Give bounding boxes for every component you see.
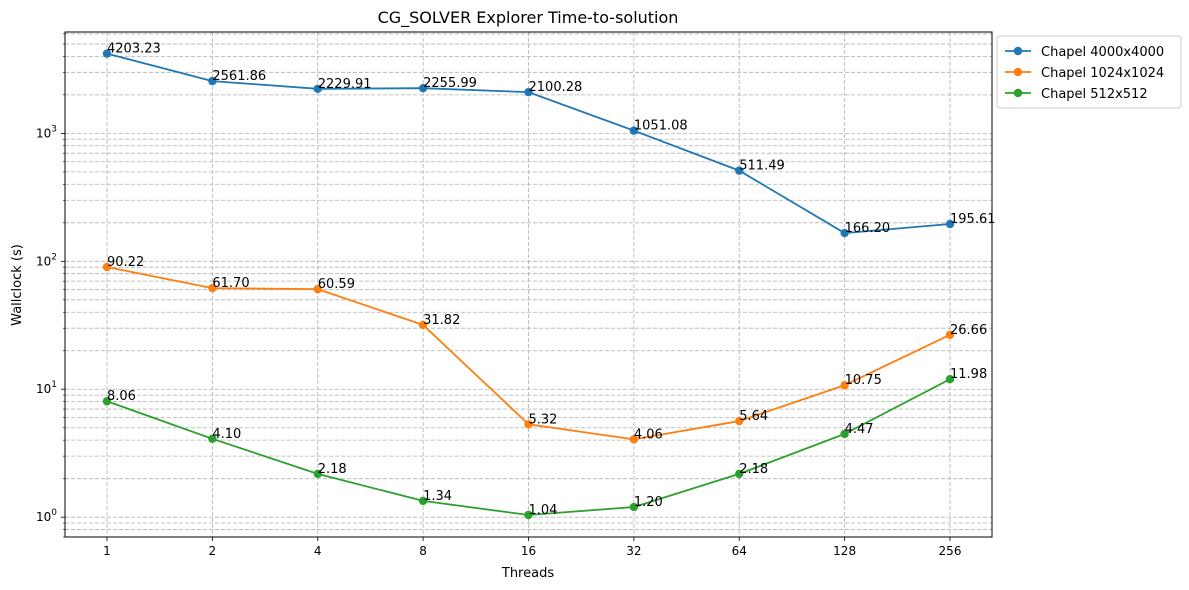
data-point	[629, 502, 639, 512]
chart-title: CG_SOLVER Explorer Time-to-solution	[378, 8, 679, 28]
data-label: 5.32	[529, 412, 558, 427]
series-2: 90.22 61.70 60.59 31.82 5.32 4.06 5.64 10.75 26.…	[102, 255, 987, 444]
data-point	[524, 420, 533, 429]
data-label: 2229.91	[318, 77, 372, 92]
legend: Chapel 4000x4000 Chapel 1024x1024 Chapel 5…	[996, 35, 1182, 109]
legend-item: Chapel 512x512	[1005, 87, 1148, 102]
data-label: 60.59	[318, 277, 355, 292]
data-point	[313, 469, 322, 479]
x-tick-label: 16	[521, 544, 536, 558]
data-label: 10.75	[845, 373, 882, 388]
data-point	[629, 126, 639, 135]
x-tick-label: 256	[939, 544, 962, 558]
x-axis-label: Threads	[501, 566, 554, 581]
x-axis: 1 2 4 8 16 32 64 128 256	[103, 537, 961, 558]
series-1: 4203.23 2561.86 2229.91 2255.99 2100.28 1051.…	[102, 42, 996, 238]
data-point	[735, 166, 744, 175]
data-point	[840, 228, 849, 238]
data-label: 4.10	[212, 427, 241, 442]
data-label: 166.20	[845, 221, 891, 236]
legend-label: Chapel 512x512	[1041, 87, 1148, 102]
data-label: 1.20	[634, 495, 663, 510]
data-point	[313, 84, 322, 94]
x-tick-label: 4	[314, 544, 322, 558]
data-label: 61.70	[212, 276, 249, 291]
data-label: 4.06	[634, 427, 663, 442]
grid	[65, 32, 992, 538]
x-tick-label: 8	[419, 544, 427, 558]
data-point	[945, 330, 955, 339]
data-label: 2.18	[739, 462, 768, 477]
y-axis-label: Wallclock (s)	[10, 244, 25, 326]
data-point	[840, 381, 849, 390]
data-label: 1.34	[423, 489, 452, 504]
data-point	[629, 435, 639, 444]
data-label: 1051.08	[634, 119, 688, 134]
data-label: 1.04	[529, 503, 558, 518]
x-tick-label: 128	[833, 544, 856, 558]
x-tick-label: 2	[209, 544, 217, 558]
data-point	[418, 320, 428, 330]
data-point	[208, 283, 217, 293]
data-point	[208, 434, 217, 443]
data-point	[102, 397, 112, 406]
y-tick-label: 101	[36, 380, 57, 396]
data-label: 195.61	[950, 212, 996, 227]
data-label: 8.06	[107, 389, 136, 404]
data-point	[102, 262, 112, 272]
data-point	[735, 416, 744, 426]
data-label: 90.22	[107, 255, 144, 270]
data-point	[524, 87, 533, 97]
data-point	[418, 83, 428, 93]
series-3: 8.06 4.10 2.18 1.34 1.04 1.20 2.18 4.47 11.98	[102, 367, 987, 520]
data-point	[840, 429, 849, 439]
x-tick-label: 64	[732, 544, 747, 558]
legend-marker	[1013, 46, 1023, 56]
x-tick-label: 32	[626, 544, 641, 558]
data-label: 511.49	[739, 159, 785, 174]
data-point	[735, 469, 744, 479]
data-label: 11.98	[950, 367, 987, 382]
data-point	[313, 284, 322, 294]
data-label: 4.47	[845, 422, 874, 437]
legend-label: Chapel 4000x4000	[1041, 45, 1164, 60]
data-point	[418, 496, 428, 506]
data-label: 2100.28	[529, 80, 583, 95]
y-tick-label: 100	[36, 508, 57, 524]
data-point	[945, 219, 955, 229]
data-label: 2255.99	[423, 76, 477, 91]
legend-item: Chapel 4000x4000	[1005, 45, 1164, 60]
legend-marker	[1013, 67, 1023, 77]
data-label: 4203.23	[107, 42, 161, 57]
y-axis: 100 101 102 103	[36, 33, 65, 538]
data-point	[102, 49, 112, 58]
data-label: 2.18	[318, 462, 347, 477]
data-point	[945, 375, 955, 384]
data-label: 26.66	[950, 323, 987, 338]
series-layer: 4203.23 2561.86 2229.91 2255.99 2100.28 1051.…	[102, 42, 996, 520]
legend-item: Chapel 1024x1024	[1005, 66, 1164, 81]
data-label: 2561.86	[212, 69, 266, 84]
data-label: 5.64	[739, 409, 768, 424]
legend-box	[996, 35, 1182, 109]
legend-label: Chapel 1024x1024	[1041, 66, 1164, 81]
legend-marker	[1013, 88, 1023, 98]
data-label: 31.82	[423, 313, 460, 328]
y-tick-label: 103	[36, 124, 57, 140]
x-tick-label: 1	[103, 544, 111, 558]
data-point	[524, 510, 533, 520]
y-tick-label: 102	[36, 252, 57, 268]
data-point	[208, 76, 217, 86]
